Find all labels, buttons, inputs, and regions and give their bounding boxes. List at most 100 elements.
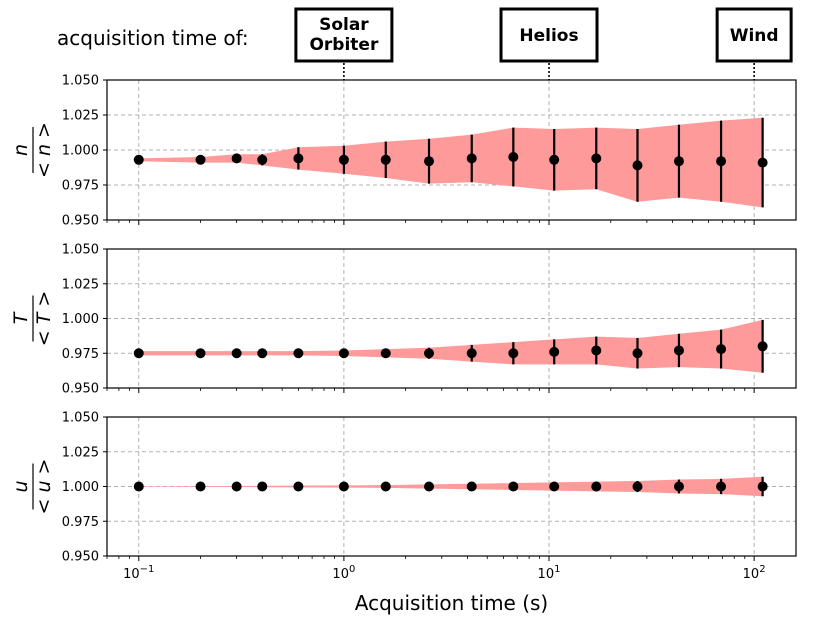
panel-frame — [106, 248, 797, 389]
y-tick-label: 0.975 — [62, 515, 99, 530]
x-tick-base: 10 — [332, 567, 349, 582]
data-point — [338, 481, 349, 492]
panel-frame — [106, 79, 797, 221]
x-tick-base: 10 — [743, 567, 760, 582]
data-point — [133, 481, 144, 492]
y-label-numerator: T — [10, 311, 32, 324]
data-point — [632, 160, 643, 171]
data-point — [380, 348, 391, 359]
x-tick-exponent: 0 — [349, 564, 355, 575]
panel-1: 0.950 0.975 1.000 1.025 1.050 n < n > — [10, 74, 797, 229]
x-tick-exponent: 2 — [759, 564, 765, 575]
error-band — [138, 117, 763, 208]
data-point — [466, 153, 477, 164]
data-point — [508, 348, 519, 359]
data-point — [757, 341, 768, 352]
y-tick-label: 0.975 — [62, 347, 99, 362]
y-tick-label: 0.950 — [62, 214, 99, 229]
data-point — [757, 157, 768, 168]
data-point — [380, 154, 391, 165]
data-point — [380, 481, 391, 492]
panel-2: 0.950 0.975 1.000 1.025 1.050 T < T > — [10, 243, 797, 397]
data-point — [231, 153, 242, 164]
x-tick-label: 10−1 — [123, 564, 154, 582]
y-tick-label: 1.025 — [62, 109, 99, 124]
y-tick-label: 1.025 — [62, 445, 99, 460]
y-tick-label: 0.950 — [62, 550, 99, 565]
y-label-denominator: < n > — [33, 122, 55, 178]
data-point — [549, 154, 560, 165]
x-tick-label: 100 — [332, 564, 355, 582]
data-point — [338, 154, 349, 165]
data-point — [195, 481, 206, 492]
y-tick-label: 1.000 — [62, 480, 99, 495]
x-axis-title: Acquisition time (s) — [355, 591, 548, 615]
data-point — [673, 481, 684, 492]
data-point — [549, 481, 560, 492]
data-point — [466, 481, 477, 492]
data-point — [591, 481, 602, 492]
data-point — [257, 481, 268, 492]
data-point — [508, 481, 519, 492]
y-label-numerator: u — [10, 480, 32, 492]
x-tick-base: 10 — [123, 567, 140, 582]
data-point — [424, 481, 435, 492]
data-point — [293, 348, 304, 359]
y-tick-label: 1.050 — [62, 74, 99, 89]
header-label: acquisition time of: — [57, 26, 249, 50]
data-point — [424, 156, 435, 167]
data-point — [133, 348, 144, 359]
data-point — [591, 153, 602, 164]
mission-name: Helios — [519, 26, 578, 46]
mission-box-frame — [715, 7, 793, 63]
x-tick-label: 101 — [538, 564, 561, 582]
y-tick-label: 1.025 — [62, 277, 99, 292]
y-tick-label: 0.950 — [62, 382, 99, 397]
data-point — [673, 345, 684, 356]
mission-box-frame — [499, 7, 599, 63]
mission-name: Wind — [730, 26, 779, 46]
y-tick-label: 1.000 — [62, 312, 99, 327]
data-point — [293, 481, 304, 492]
error-band — [138, 319, 763, 373]
data-point — [632, 348, 643, 359]
data-point — [257, 154, 268, 165]
data-point — [632, 481, 643, 492]
x-tick-base: 10 — [538, 567, 555, 582]
data-point — [673, 156, 684, 167]
data-point — [591, 345, 602, 356]
data-point — [195, 348, 206, 359]
data-point — [508, 152, 519, 162]
data-point — [338, 348, 349, 359]
panel-frame — [106, 416, 797, 557]
x-tick-label: 102 — [743, 564, 766, 582]
y-label-numerator: n — [10, 144, 32, 156]
y-label-denominator: < u > — [33, 459, 55, 515]
data-point — [716, 481, 727, 492]
mission-name: Solar — [319, 15, 369, 35]
data-point — [257, 348, 268, 359]
error-band — [138, 476, 763, 497]
panels: 0.950 0.975 1.000 1.025 1.050 n < n > 0.950 0.97… — [10, 74, 797, 582]
y-tick-label: 0.975 — [62, 179, 99, 194]
mission-box-frame — [294, 7, 394, 63]
mission-name: Orbiter — [309, 35, 378, 55]
data-point — [424, 348, 435, 359]
y-tick-label: 1.050 — [62, 243, 99, 258]
data-point — [133, 154, 144, 165]
data-point — [716, 156, 727, 167]
data-point — [757, 481, 768, 492]
data-point — [231, 481, 242, 492]
data-point — [231, 348, 242, 359]
y-axis-label: T < T > — [10, 291, 55, 347]
mission-box-2: Helios — [499, 7, 599, 80]
data-point — [195, 154, 206, 165]
data-point — [716, 344, 727, 355]
y-axis-label: u < u > — [10, 459, 55, 515]
data-point — [293, 153, 304, 164]
data-point — [549, 346, 560, 357]
